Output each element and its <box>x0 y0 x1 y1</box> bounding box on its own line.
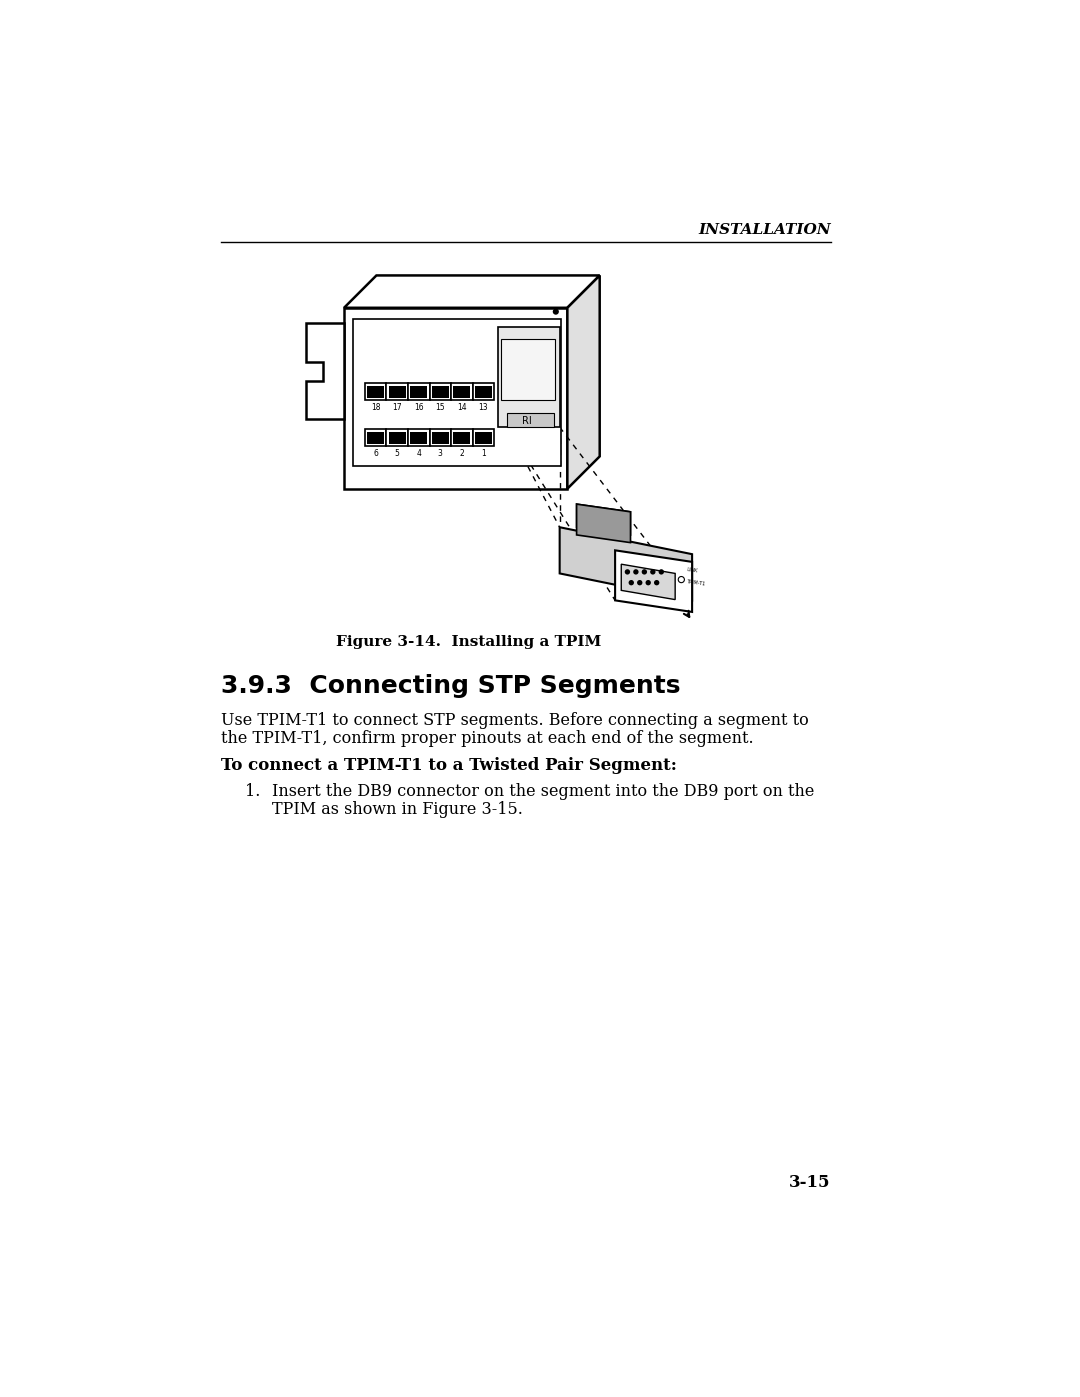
Circle shape <box>637 580 643 585</box>
Circle shape <box>678 577 685 583</box>
Bar <box>387 429 408 447</box>
Bar <box>475 386 491 398</box>
Text: TPIM as shown in Figure 3-15.: TPIM as shown in Figure 3-15. <box>272 802 524 819</box>
Bar <box>473 429 495 447</box>
Bar <box>365 429 387 447</box>
Bar <box>365 383 387 400</box>
Bar <box>430 429 451 447</box>
Circle shape <box>633 569 638 574</box>
Bar <box>410 432 428 444</box>
Circle shape <box>654 580 660 585</box>
Bar <box>430 383 451 400</box>
Bar <box>475 432 491 444</box>
Bar <box>367 386 384 398</box>
Bar <box>451 383 473 400</box>
Polygon shape <box>345 275 599 307</box>
Circle shape <box>553 309 558 314</box>
Text: INSTALLATION: INSTALLATION <box>698 224 831 237</box>
Bar <box>410 386 428 398</box>
Text: 18: 18 <box>370 404 380 412</box>
Text: Figure 3-14.  Installing a TPIM: Figure 3-14. Installing a TPIM <box>336 636 602 650</box>
Circle shape <box>624 569 630 574</box>
Circle shape <box>629 580 634 585</box>
Text: 14: 14 <box>457 404 467 412</box>
Text: 13: 13 <box>478 404 488 412</box>
Text: 17: 17 <box>392 404 402 412</box>
Text: 15: 15 <box>435 404 445 412</box>
Polygon shape <box>616 550 692 612</box>
Bar <box>389 432 406 444</box>
Polygon shape <box>345 307 567 489</box>
Polygon shape <box>577 504 631 535</box>
Bar <box>367 432 384 444</box>
Text: 4: 4 <box>416 450 421 458</box>
Bar <box>501 338 555 400</box>
Polygon shape <box>353 320 562 465</box>
Bar <box>432 432 449 444</box>
Polygon shape <box>306 323 345 419</box>
Text: 2: 2 <box>459 450 464 458</box>
Text: 3-15: 3-15 <box>789 1173 831 1192</box>
Text: Use TPIM-T1 to connect STP segments. Before connecting a segment to: Use TPIM-T1 to connect STP segments. Bef… <box>220 712 809 729</box>
Text: 5: 5 <box>395 450 400 458</box>
Text: To connect a TPIM-T1 to a Twisted Pair Segment:: To connect a TPIM-T1 to a Twisted Pair S… <box>220 757 677 774</box>
Polygon shape <box>559 527 692 601</box>
Polygon shape <box>508 414 554 427</box>
Text: 1: 1 <box>481 450 486 458</box>
Text: 1.: 1. <box>245 782 261 800</box>
Text: LINK: LINK <box>686 567 698 574</box>
Polygon shape <box>621 564 675 599</box>
Bar <box>389 386 406 398</box>
Polygon shape <box>498 327 559 427</box>
Text: RI: RI <box>523 416 532 426</box>
Circle shape <box>642 569 647 574</box>
Text: the TPIM-T1, confirm proper pinouts at each end of the segment.: the TPIM-T1, confirm proper pinouts at e… <box>220 729 754 747</box>
Circle shape <box>646 580 651 585</box>
Bar <box>408 383 430 400</box>
Bar <box>473 383 495 400</box>
Bar <box>454 432 471 444</box>
Text: 16: 16 <box>414 404 423 412</box>
Bar <box>387 383 408 400</box>
Bar <box>408 429 430 447</box>
Text: Insert the DB9 connector on the segment into the DB9 port on the: Insert the DB9 connector on the segment … <box>272 782 814 800</box>
Circle shape <box>659 569 664 574</box>
Circle shape <box>650 569 656 574</box>
Bar <box>451 429 473 447</box>
Text: 3.9.3  Connecting STP Segments: 3.9.3 Connecting STP Segments <box>220 673 680 697</box>
Text: 3: 3 <box>437 450 443 458</box>
Polygon shape <box>577 504 631 542</box>
Text: TPIM-T1: TPIM-T1 <box>686 578 705 587</box>
Bar <box>432 386 449 398</box>
Text: 6: 6 <box>374 450 378 458</box>
Polygon shape <box>567 275 599 489</box>
Bar <box>454 386 471 398</box>
